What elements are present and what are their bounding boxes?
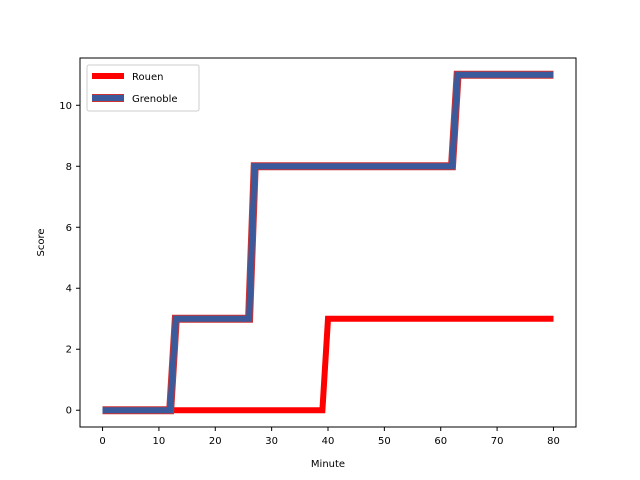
series-line-rouen [102,315,554,414]
x-tick-label: 60 [434,436,447,447]
x-tick-label: 10 [153,436,166,447]
x-tick-label: 80 [547,436,560,447]
y-tick-label: 6 [66,223,72,234]
y-tick-label: 8 [66,162,72,173]
legend-label-grenoble: Grenoble [132,94,178,105]
x-tick-label: 40 [322,436,335,447]
x-tick-label: 20 [209,436,222,447]
x-tick-label: 50 [378,436,391,447]
x-tick-label: 30 [265,436,278,447]
legend: Rouen Grenoble [86,64,200,112]
x-axis: 0 10 20 30 40 50 60 70 80 [99,427,560,447]
y-tick-label: 0 [66,406,72,417]
y-axis-label: Score [36,228,47,256]
x-axis-label: Minute [311,459,345,470]
x-tick-label: 70 [491,436,504,447]
y-tick-label: 2 [66,345,72,356]
x-tick-label: 0 [99,436,105,447]
series-layer [102,70,554,415]
series-line-grenoble [102,71,554,414]
legend-label-rouen: Rouen [132,72,163,83]
y-tick-label: 10 [59,101,72,112]
y-axis: 0 2 4 6 8 10 [59,101,80,417]
y-tick-label: 4 [66,284,72,295]
